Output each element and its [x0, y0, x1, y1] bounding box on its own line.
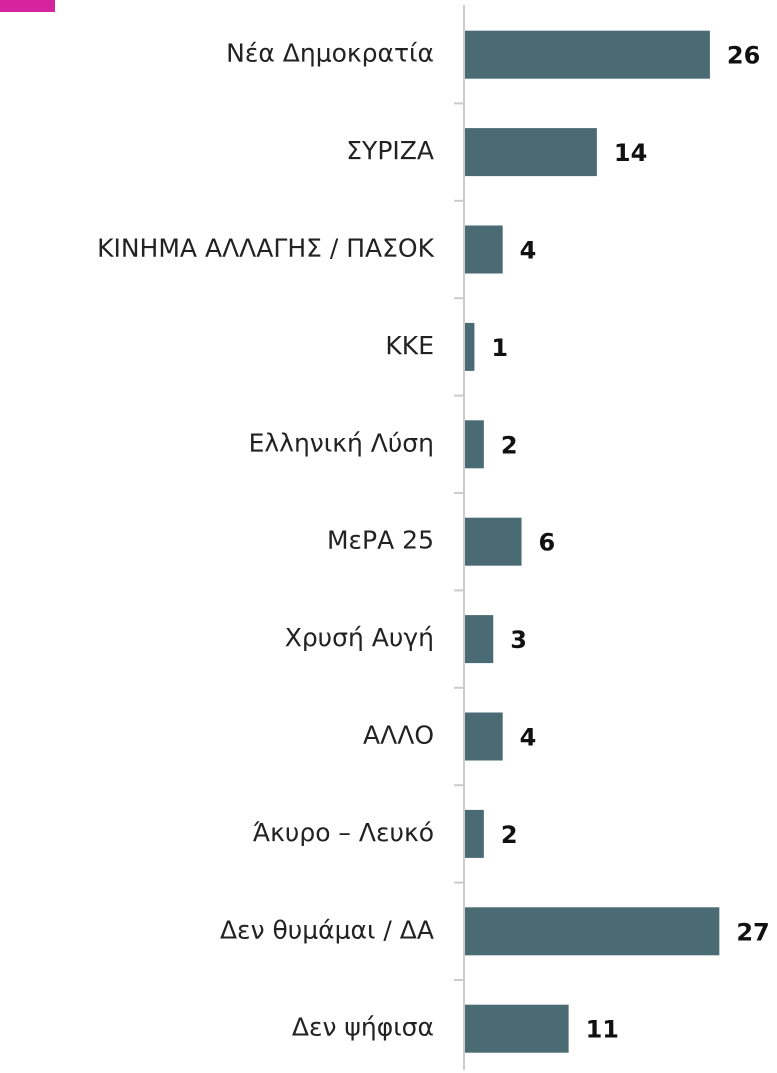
category-label: ΣΥΡΙΖΑ [346, 136, 434, 165]
bar [465, 322, 475, 371]
value-label: 27 [736, 918, 769, 946]
value-label: 3 [510, 626, 527, 654]
bar [465, 225, 503, 274]
bar [465, 517, 522, 566]
value-label: 4 [520, 724, 537, 752]
category-label: ΚΙΝΗΜΑ ΑΛΛΑΓΗΣ / ΠΑΣΟΚ [97, 234, 435, 263]
category-label: Ελληνική Λύση [249, 428, 434, 457]
bar [465, 30, 710, 79]
value-label: 11 [586, 1016, 619, 1044]
category-label: Δεν θυμάμαι / ΔΑ [220, 915, 434, 944]
bar [465, 128, 597, 177]
bar [465, 712, 503, 761]
bar [465, 907, 720, 956]
value-label: 2 [501, 431, 518, 459]
bar [465, 420, 484, 469]
category-label: Νέα Δημοκρατία [226, 39, 434, 68]
value-label: 4 [520, 237, 537, 265]
value-label: 2 [501, 821, 518, 849]
value-label: 1 [491, 334, 508, 362]
category-label: ΜεΡΑ 25 [327, 526, 434, 555]
bar [465, 809, 484, 858]
bar [465, 1004, 569, 1053]
bar [465, 615, 494, 664]
category-label: ΑΛΛΟ [363, 721, 434, 750]
category-label: Δεν ψήφισα [292, 1013, 434, 1042]
category-label: ΚΚΕ [385, 331, 434, 360]
value-label: 26 [727, 42, 760, 70]
value-label: 6 [539, 529, 556, 557]
brand-mark [0, 0, 55, 12]
category-label: Άκυρο – Λευκό [253, 818, 434, 847]
value-label: 14 [614, 139, 647, 167]
category-label: Χρυσή Αυγή [285, 623, 434, 652]
